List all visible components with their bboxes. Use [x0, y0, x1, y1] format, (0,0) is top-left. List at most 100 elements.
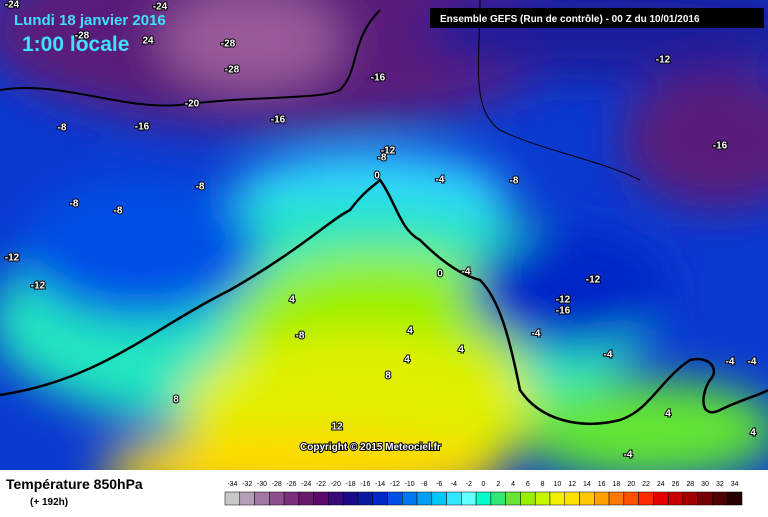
scale-tick-label: 24 [657, 481, 665, 488]
scale-swatch [697, 491, 713, 506]
contour-label: -8 [378, 153, 387, 164]
contour-label: -4 [532, 329, 541, 340]
scale-tick-label: -30 [257, 481, 267, 488]
contour-label: -20 [185, 99, 200, 110]
scale-tick-label: -18 [345, 481, 355, 488]
scale-swatch [387, 491, 403, 506]
scale-swatch [638, 491, 654, 506]
scale-swatch [431, 491, 447, 506]
scale-tick-label: -6 [436, 481, 442, 488]
scale-swatch [534, 491, 551, 506]
scale-tick-label: 20 [627, 481, 635, 488]
lead-time: (+ 192h) [30, 497, 68, 508]
scale-swatch [712, 491, 728, 506]
scale-swatch [328, 491, 344, 506]
scale-tick-label: 4 [511, 481, 515, 488]
scale-tick-label: -8 [421, 481, 427, 488]
contour-label: -4 [436, 175, 445, 186]
contour-label: -28 [225, 65, 240, 76]
scale-tick-label: 32 [716, 481, 724, 488]
contour-label: -12 [31, 281, 46, 292]
contour-label: 4 [665, 409, 671, 420]
run-box [430, 8, 764, 28]
scale-swatch [667, 491, 684, 506]
scale-swatch [254, 491, 270, 506]
contour-label: -16 [371, 73, 386, 84]
scale-tick-label: -20 [331, 481, 341, 488]
scale-tick-label: 6 [526, 481, 530, 488]
contour-label: -8 [58, 123, 67, 134]
contour-label: -8 [196, 182, 205, 193]
scale-tick-label: -32 [242, 481, 252, 488]
footer-title: Température 850hPa [6, 476, 143, 492]
scale-tick-label: 30 [701, 481, 709, 488]
scale-swatch [608, 491, 625, 506]
scale-tick-label: -10 [405, 481, 415, 488]
contour-label: 4 [289, 295, 295, 306]
scale-swatch [224, 491, 241, 506]
scale-tick-label: -26 [286, 481, 296, 488]
scale-swatch [342, 491, 359, 506]
scale-swatch [239, 491, 255, 506]
scale-swatch [726, 491, 743, 506]
scale-swatch [490, 491, 506, 506]
local-time: 1:00 locale [22, 33, 129, 56]
scale-swatch [623, 491, 639, 506]
contour-label: -12 [586, 275, 601, 286]
contour-label: 12 [331, 422, 343, 433]
contour-label: 0 [437, 269, 443, 280]
scale-tick-label: 2 [496, 481, 500, 488]
scale-swatch [594, 491, 610, 506]
contour-label: -12 [5, 253, 20, 264]
scale-swatch [475, 491, 492, 506]
scale-tick-label: 0 [482, 481, 486, 488]
scale-swatch [357, 491, 373, 506]
scale-tick-label: 14 [583, 481, 591, 488]
scale-tick-label: -12 [390, 481, 400, 488]
contour-label: -16 [713, 141, 728, 152]
scale-swatch [653, 491, 669, 506]
contour-label: 24 [142, 36, 154, 47]
contour-label: -12 [656, 55, 671, 66]
contour-label: 4 [404, 355, 410, 366]
contour-label: 4 [750, 428, 756, 439]
contour-label: -8 [114, 206, 123, 217]
scale-tick-label: 12 [568, 481, 576, 488]
scale-swatch [461, 491, 477, 506]
contour-label: -8 [510, 176, 519, 187]
color-scale: -34 -32 -30 -28 -26 -24 -22 -20 -18 -16 -14 -12 -10-… [224, 481, 743, 506]
contour-label: -4 [748, 357, 757, 368]
copyright: Copyright © 2015 Meteociel.fr [300, 442, 441, 453]
scale-swatch [269, 491, 285, 506]
run-info: Ensemble GEFS (Run de contrôle) - 00 Z d… [440, 14, 700, 25]
scale-swatch [283, 491, 300, 506]
scale-tick-label: 22 [642, 481, 650, 488]
scale-swatch [564, 491, 580, 506]
scale-tick-label: -16 [360, 481, 370, 488]
scale-tick-label: -28 [272, 481, 282, 488]
contour-label: -4 [624, 450, 633, 461]
scale-tick-label: -14 [375, 481, 385, 488]
scale-tick-label: -4 [451, 481, 457, 488]
scale-tick-label: 34 [731, 481, 739, 488]
scale-swatch [579, 491, 595, 506]
contour-label: -16 [271, 115, 286, 126]
scale-tick-label: -24 [301, 481, 311, 488]
scale-swatch [549, 491, 565, 506]
scale-tick-label: -2 [466, 481, 472, 488]
scale-swatch [298, 491, 314, 506]
scale-tick-label: -22 [316, 481, 326, 488]
contour-label: -24 [153, 2, 168, 13]
contour-label: -12 [381, 146, 396, 157]
scale-swatch [505, 491, 521, 506]
scale-tick-label: 26 [672, 481, 680, 488]
contour-label: -24 [5, 0, 20, 11]
contour-label: -28 [221, 39, 236, 50]
scale-tick-label: 8 [541, 481, 545, 488]
contour-label: -12 [556, 295, 571, 306]
contour-label: -4 [462, 267, 471, 278]
contour-label: 4 [407, 326, 413, 337]
contour-label: 4 [458, 345, 464, 356]
scale-tick-label: -34 [227, 481, 237, 488]
